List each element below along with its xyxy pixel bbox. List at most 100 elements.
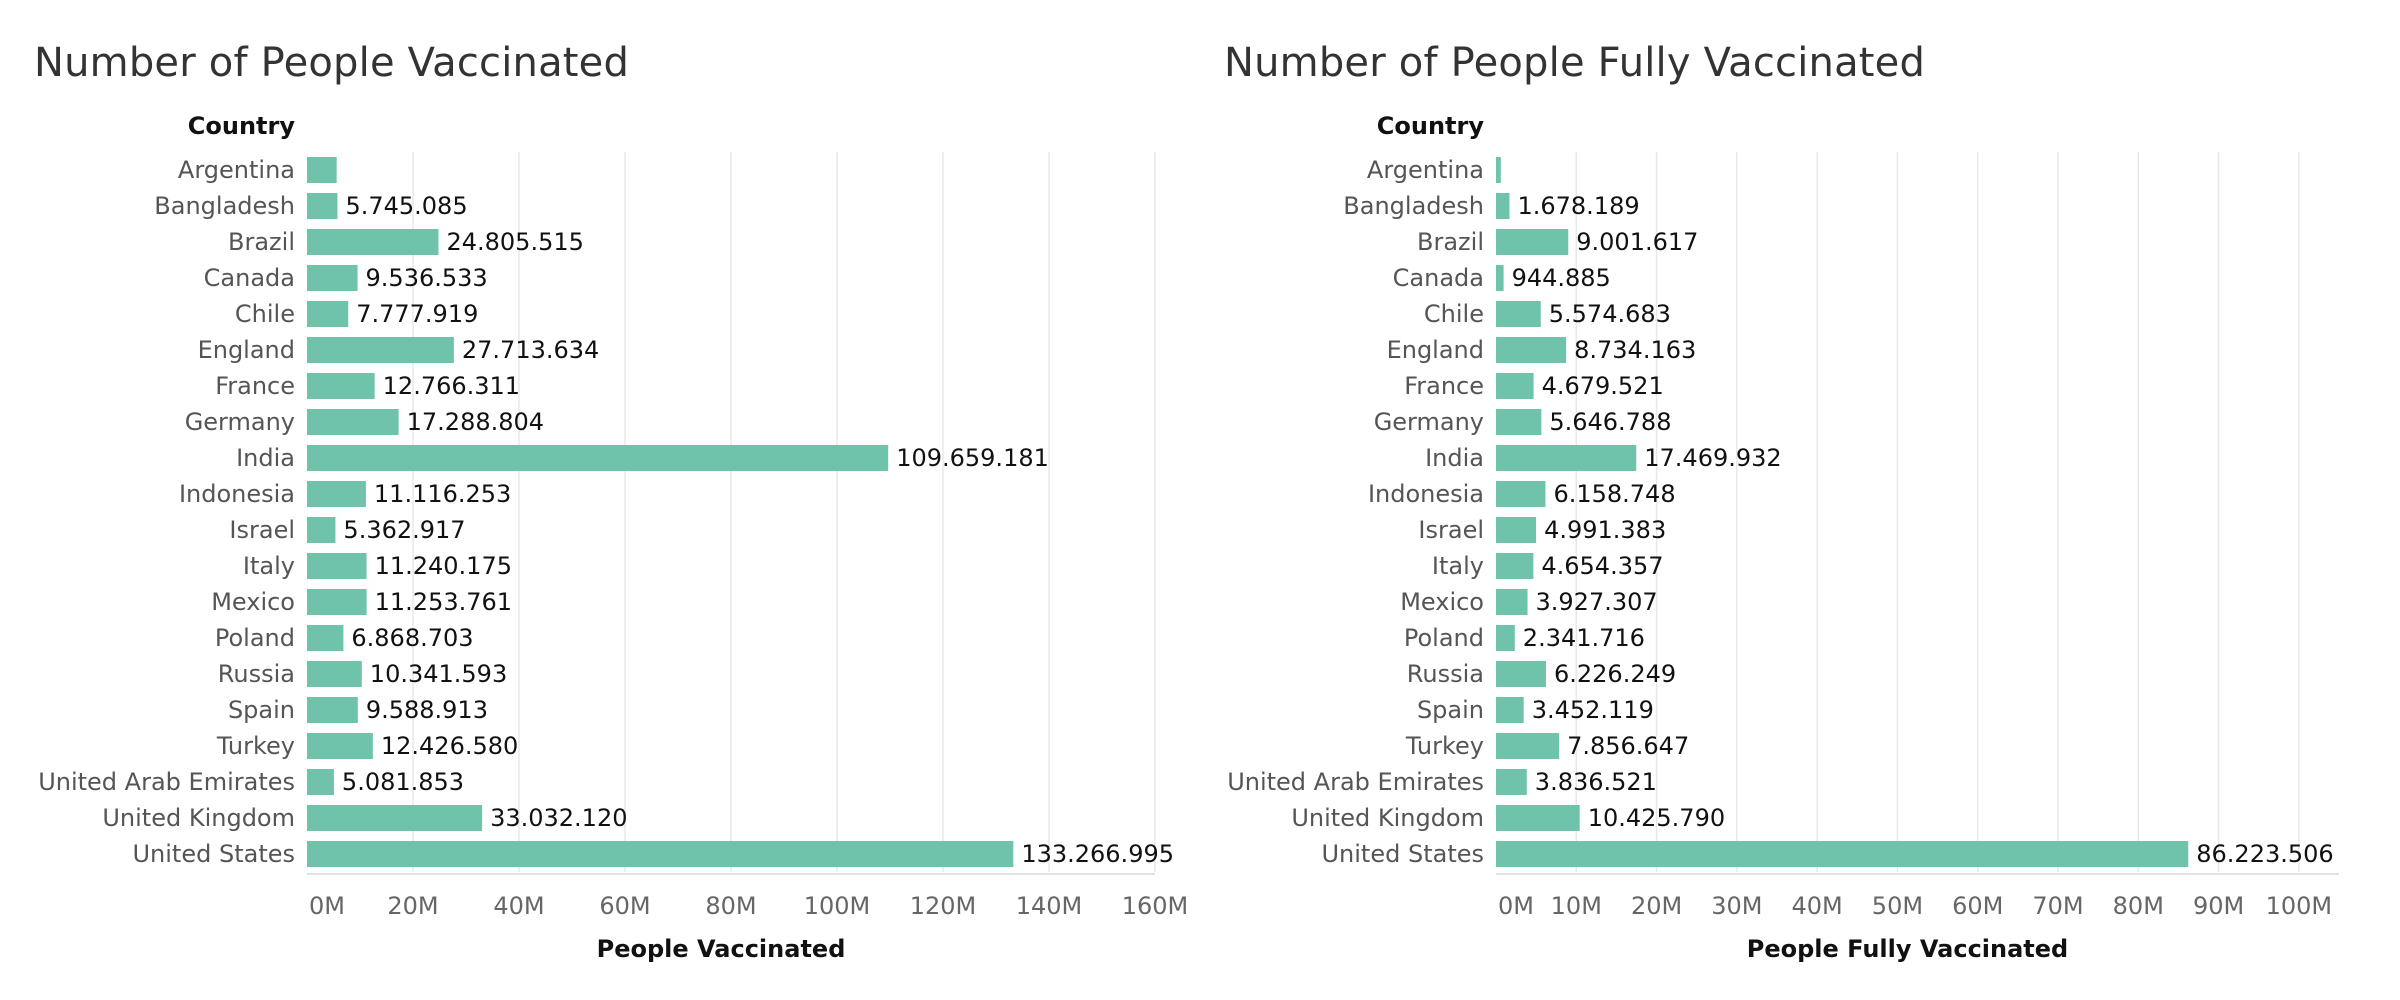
bar: [307, 337, 454, 363]
bar: [307, 445, 889, 471]
category-label: Spain: [228, 696, 295, 724]
data-label: 4.654.357: [1541, 552, 1663, 580]
category-label: Chile: [235, 300, 295, 328]
bar: [307, 697, 358, 723]
x-tick-label: 80M: [2113, 892, 2164, 920]
row-header-label: Country: [1377, 112, 1485, 140]
bar: [307, 841, 1014, 867]
bar: [1496, 373, 1534, 399]
bar: [1496, 409, 1542, 435]
category-label: Poland: [1404, 624, 1484, 652]
x-tick-label: 100M: [804, 892, 871, 920]
data-label: 4.991.383: [1544, 516, 1666, 544]
bar: [307, 265, 358, 291]
data-label: 5.745.085: [345, 192, 467, 220]
bar: [307, 661, 362, 687]
bar: [307, 193, 338, 219]
data-label: 3.927.307: [1536, 588, 1658, 616]
x-tick-label: 0M: [1498, 892, 1534, 920]
bar: [1496, 553, 1534, 579]
data-label: 11.240.175: [375, 552, 512, 580]
bar-chart-people-fully-vaccinated: Country Argentina Bangladesh 1.678.189 Brazi…: [1227, 112, 2339, 963]
category-label: Bangladesh: [154, 192, 295, 220]
data-label: 5.362.917: [343, 516, 465, 544]
category-label: Israel: [229, 516, 295, 544]
category-label: Poland: [215, 624, 295, 652]
bar: [1496, 481, 1546, 507]
data-label: 12.766.311: [383, 372, 520, 400]
chart-panel-people-vaccinated: Number of People Vaccinated Country Argen…: [34, 40, 1189, 963]
data-label: 6.226.249: [1554, 660, 1676, 688]
data-label: 3.836.521: [1535, 768, 1657, 796]
bar: [1496, 301, 1541, 327]
category-label: France: [1404, 372, 1484, 400]
category-label: Argentina: [1367, 156, 1484, 184]
category-label: United Kingdom: [1291, 804, 1484, 832]
x-tick-label: 120M: [910, 892, 977, 920]
bar: [1496, 769, 1527, 795]
category-label: Russia: [218, 660, 295, 688]
category-label: India: [1425, 444, 1484, 472]
bar: [1496, 841, 2189, 867]
bar: [307, 769, 334, 795]
data-label: 8.734.163: [1574, 336, 1696, 364]
bar: [307, 805, 483, 831]
data-label: 133.266.995: [1021, 840, 1174, 868]
category-label: United Kingdom: [102, 804, 295, 832]
category-label: Canada: [204, 264, 295, 292]
data-label: 2.341.716: [1523, 624, 1645, 652]
category-label: England: [1387, 336, 1484, 364]
data-label: 3.452.119: [1532, 696, 1654, 724]
category-label: Canada: [1393, 264, 1484, 292]
category-label: United States: [132, 840, 295, 868]
category-label: Mexico: [1400, 588, 1484, 616]
bar: [307, 625, 344, 651]
bar: [1496, 733, 1560, 759]
bar: [1496, 805, 1580, 831]
category-label: Israel: [1418, 516, 1484, 544]
x-tick-label: 40M: [1792, 892, 1843, 920]
x-tick-label: 0M: [309, 892, 345, 920]
category-label: India: [236, 444, 295, 472]
data-label: 6.158.748: [1553, 480, 1675, 508]
data-label: 5.574.683: [1549, 300, 1671, 328]
x-axis-title: People Vaccinated: [597, 935, 846, 963]
bar: [1496, 517, 1537, 543]
data-label: 5.081.853: [342, 768, 464, 796]
data-label: 944.885: [1512, 264, 1611, 292]
bar-chart-people-vaccinated: Country Argentina Bangladesh 5.745.085 Brazi…: [38, 112, 1189, 963]
bar: [1496, 229, 1569, 255]
x-tick-label: 20M: [1631, 892, 1682, 920]
data-label: 5.646.788: [1549, 408, 1671, 436]
chart-panel-people-fully-vaccinated: Number of People Fully Vaccinated Countr…: [1190, 0, 2400, 1000]
x-tick-label: 160M: [1122, 892, 1189, 920]
category-label: Turkey: [216, 732, 295, 760]
category-label: Brazil: [228, 228, 295, 256]
bar: [307, 301, 349, 327]
bar: [1496, 625, 1515, 651]
category-label: Indonesia: [1368, 480, 1484, 508]
category-label: England: [198, 336, 295, 364]
bar: [1496, 589, 1528, 615]
data-label: 86.223.506: [2196, 840, 2333, 868]
x-tick-label: 30M: [1711, 892, 1762, 920]
row-header-label: Country: [188, 112, 296, 140]
data-label: 9.588.913: [366, 696, 488, 724]
category-label: Bangladesh: [1343, 192, 1484, 220]
data-label: 10.341.593: [370, 660, 507, 688]
category-label: Italy: [243, 552, 295, 580]
x-tick-label: 40M: [493, 892, 544, 920]
data-label: 27.713.634: [462, 336, 599, 364]
bar: [1496, 337, 1567, 363]
chart-title: Number of People Fully Vaccinated: [1224, 40, 1926, 86]
category-label: Turkey: [1405, 732, 1484, 760]
data-label: 7.856.647: [1567, 732, 1689, 760]
x-tick-label: 50M: [1872, 892, 1923, 920]
bar: [307, 481, 366, 507]
data-label: 6.868.703: [351, 624, 473, 652]
bar: [1496, 157, 1501, 183]
x-tick-label: 60M: [599, 892, 650, 920]
data-label: 33.032.120: [490, 804, 627, 832]
x-tick-label: 80M: [705, 892, 756, 920]
x-tick-label: 60M: [1952, 892, 2003, 920]
